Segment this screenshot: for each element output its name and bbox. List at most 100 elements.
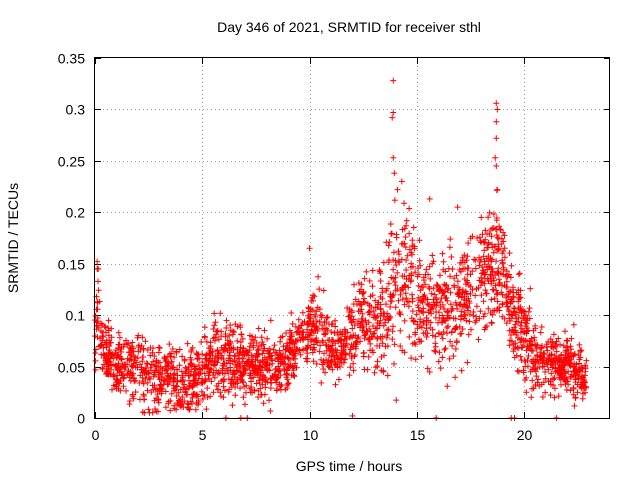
data-point	[310, 358, 317, 365]
data-point	[406, 230, 413, 237]
data-point	[139, 354, 146, 361]
data-point	[539, 342, 546, 349]
data-point	[344, 304, 351, 311]
data-point	[570, 321, 577, 328]
data-point	[155, 363, 162, 370]
data-point	[493, 287, 500, 294]
data-point	[370, 322, 377, 329]
data-point	[493, 163, 500, 169]
data-point	[111, 373, 118, 380]
data-point	[391, 360, 398, 367]
data-point	[488, 280, 495, 287]
data-point	[92, 333, 99, 340]
data-point	[325, 343, 332, 350]
data-point	[175, 389, 182, 396]
data-point	[437, 304, 444, 311]
data-point	[256, 343, 263, 350]
data-point	[392, 287, 399, 294]
data-point	[403, 217, 410, 224]
data-point	[319, 337, 326, 344]
data-point	[411, 318, 418, 325]
data-point	[439, 354, 446, 361]
data-point	[316, 348, 323, 355]
data-point	[215, 336, 222, 343]
data-point	[505, 291, 512, 298]
data-point	[350, 367, 357, 374]
data-point	[258, 367, 265, 374]
data-point	[234, 323, 241, 330]
data-point	[465, 331, 472, 338]
data-point	[331, 356, 338, 363]
data-point	[329, 366, 336, 373]
data-point	[452, 324, 459, 331]
data-point	[447, 301, 454, 308]
data-point	[478, 214, 485, 221]
data-point	[506, 250, 513, 257]
data-point	[289, 320, 296, 327]
data-point	[253, 380, 260, 387]
data-point	[191, 363, 198, 370]
data-point	[549, 375, 556, 382]
data-point	[109, 386, 116, 393]
data-point	[555, 335, 562, 342]
data-point	[458, 308, 465, 315]
data-point	[115, 341, 122, 348]
data-point	[568, 335, 575, 342]
data-point	[480, 298, 487, 305]
data-point	[518, 344, 525, 351]
data-point	[561, 376, 568, 383]
data-point	[241, 401, 248, 408]
data-point	[510, 305, 517, 312]
data-point	[547, 392, 554, 399]
data-point	[215, 386, 222, 393]
data-point	[391, 341, 398, 348]
data-point	[168, 359, 175, 366]
data-point	[476, 315, 483, 322]
data-point	[292, 337, 299, 344]
data-point	[370, 330, 377, 337]
data-point	[494, 298, 501, 305]
data-point	[430, 285, 437, 292]
data-point	[472, 292, 479, 299]
data-point	[309, 307, 316, 314]
data-point	[225, 370, 232, 377]
data-point	[376, 267, 383, 274]
data-point	[99, 365, 106, 372]
data-point	[129, 339, 136, 346]
data-point	[103, 363, 110, 370]
data-point	[567, 343, 574, 350]
data-point	[467, 235, 474, 242]
data-point	[105, 324, 112, 331]
data-point	[578, 347, 585, 354]
data-point	[352, 352, 359, 359]
data-point	[327, 358, 334, 365]
data-point	[551, 394, 558, 401]
data-point	[256, 362, 263, 369]
data-point	[503, 273, 510, 280]
data-point	[388, 230, 395, 237]
data-point	[304, 350, 311, 357]
x-tick-label: 20	[517, 427, 533, 443]
data-points	[92, 77, 590, 421]
data-point	[204, 385, 211, 392]
data-point	[152, 406, 159, 413]
data-point	[498, 235, 505, 242]
data-point	[515, 314, 522, 321]
data-point	[193, 399, 200, 406]
data-point	[242, 366, 249, 373]
data-point	[473, 303, 480, 310]
data-point	[94, 299, 101, 306]
data-point	[493, 135, 500, 142]
data-point	[447, 273, 454, 280]
data-point	[166, 341, 173, 348]
data-point	[393, 262, 400, 269]
data-point	[527, 346, 534, 353]
data-point	[127, 352, 134, 359]
data-point	[393, 397, 400, 404]
data-point	[397, 327, 404, 334]
data-point	[528, 335, 535, 342]
data-point	[267, 317, 274, 324]
data-point	[534, 342, 541, 349]
data-point	[431, 347, 438, 354]
